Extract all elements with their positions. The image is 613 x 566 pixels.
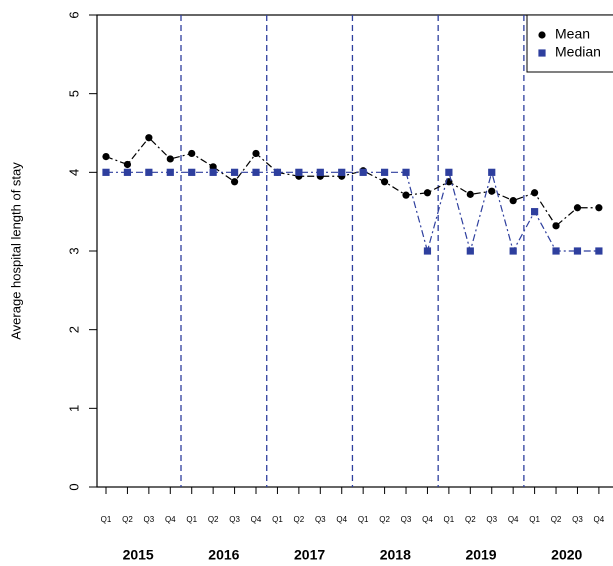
median-point [380, 168, 389, 176]
x-tick-label: Q1 [272, 515, 283, 524]
median-point [423, 247, 432, 255]
x-tick-label: Q3 [144, 515, 155, 524]
x-tick-label: Q4 [594, 515, 605, 524]
legend-marker [538, 31, 546, 39]
mean-point [145, 134, 153, 142]
median-point [273, 168, 282, 176]
y-axis-label: Average hospital length of stay [8, 162, 23, 340]
median-point [445, 168, 453, 176]
mean-point [423, 189, 432, 197]
mean-point [509, 197, 517, 205]
y-tick-label: 6 [66, 11, 81, 18]
x-tick-label: Q4 [165, 515, 176, 524]
year-label: 2015 [123, 547, 154, 563]
median-point [595, 247, 603, 255]
x-tick-label: Q3 [486, 515, 497, 524]
y-tick-label: 5 [66, 90, 81, 97]
median-point [145, 168, 153, 176]
x-tick-label: Q4 [422, 515, 433, 524]
y-tick-label: 1 [66, 405, 81, 412]
mean-point [402, 191, 410, 199]
median-point [402, 168, 410, 176]
median-point [552, 247, 560, 255]
median-point [230, 168, 239, 176]
legend-box [526, 14, 613, 73]
mean-point [595, 204, 603, 212]
median-point [188, 168, 196, 176]
mean-point [252, 149, 260, 158]
x-tick-label: Q3 [401, 515, 412, 524]
x-tick-label: Q1 [444, 515, 455, 524]
mean-point [102, 153, 110, 161]
year-label: 2018 [380, 547, 411, 563]
legend-label: Mean [555, 26, 590, 42]
median-point [252, 168, 260, 176]
median-point [316, 168, 324, 176]
x-tick-label: Q2 [294, 515, 305, 524]
mean-point [466, 190, 474, 198]
mean-point [230, 178, 239, 186]
year-label: 2020 [551, 547, 582, 563]
x-tick-label: Q1 [186, 515, 197, 524]
x-tick-label: Q3 [572, 515, 583, 524]
y-tick-label: 2 [66, 326, 81, 333]
mean-point [488, 187, 496, 195]
mean-point [166, 155, 174, 163]
x-tick-label: Q1 [101, 515, 112, 524]
series-line [106, 170, 599, 254]
median-point [509, 247, 517, 255]
legend-marker [538, 49, 546, 57]
median-point [488, 168, 496, 176]
median-point [123, 168, 132, 176]
median-point [531, 208, 539, 216]
median-point [102, 168, 110, 176]
y-tick-label: 4 [66, 169, 81, 176]
year-label: 2019 [465, 547, 496, 563]
mean-point [380, 178, 389, 186]
y-tick-label: 0 [66, 483, 81, 490]
x-tick-label: Q1 [529, 515, 540, 524]
mean-point [531, 189, 539, 197]
plot-frame [96, 14, 613, 488]
year-label: 2017 [294, 547, 325, 563]
x-tick-label: Q4 [251, 515, 262, 524]
x-tick-label: Q2 [551, 515, 562, 524]
median-point [338, 168, 346, 176]
median-point [573, 247, 582, 255]
median-point [295, 168, 303, 176]
mean-point [123, 160, 132, 169]
median-point [359, 168, 367, 176]
mean-point [209, 163, 217, 171]
x-tick-label: Q2 [208, 515, 219, 524]
median-point [466, 247, 474, 255]
series-line [105, 136, 599, 227]
x-tick-label: Q2 [122, 515, 133, 524]
x-tick-label: Q3 [229, 515, 240, 524]
x-tick-label: Q2 [379, 515, 390, 524]
x-tick-label: Q4 [508, 515, 519, 524]
x-tick-label: Q2 [465, 515, 476, 524]
y-tick-label: 3 [66, 247, 81, 254]
x-tick-label: Q3 [315, 515, 326, 524]
year-label: 2016 [208, 547, 239, 563]
legend-label: Median [555, 44, 601, 60]
x-tick-label: Q1 [358, 515, 369, 524]
mean-point [573, 204, 582, 212]
mean-point [188, 149, 196, 158]
median-point [166, 168, 174, 176]
x-tick-label: Q4 [336, 515, 347, 524]
mean-point [552, 222, 560, 230]
median-point [209, 168, 217, 176]
